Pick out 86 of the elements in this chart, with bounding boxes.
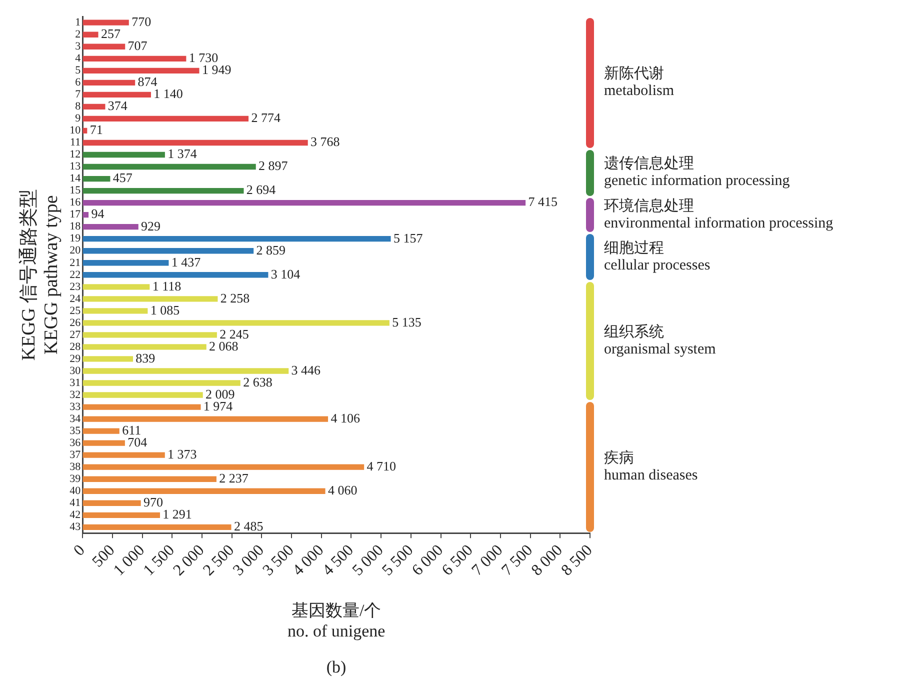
y-tick-label: 7 bbox=[75, 88, 82, 101]
y-tick-label: 38 bbox=[70, 460, 82, 473]
y-tick-label: 40 bbox=[70, 485, 82, 498]
data-label: 2 774 bbox=[251, 110, 281, 126]
y-tick-label: 30 bbox=[70, 364, 82, 377]
y-tick-label: 14 bbox=[70, 172, 82, 185]
data-label: 257 bbox=[100, 26, 121, 42]
y-tick-label: 17 bbox=[70, 208, 82, 221]
y-tick-label: 42 bbox=[70, 509, 81, 522]
y-tick-label: 1 bbox=[75, 16, 81, 28]
text: (b) bbox=[326, 657, 346, 676]
y-tick-label: 26 bbox=[70, 316, 82, 329]
data-label: 2 638 bbox=[243, 374, 272, 390]
y-tick-label: 36 bbox=[70, 436, 82, 449]
y-tick-label: 32 bbox=[70, 388, 81, 401]
data-label: 1 291 bbox=[162, 506, 192, 522]
y-tick-label: 16 bbox=[70, 196, 82, 209]
y-tick-label: 9 bbox=[75, 112, 82, 125]
data-label: 3 768 bbox=[310, 134, 340, 150]
data-label: 94 bbox=[91, 206, 105, 222]
text: 遗传信息处理 genetic information processing bbox=[604, 155, 790, 190]
data-label: 1 374 bbox=[168, 146, 198, 162]
y-tick-label: 6 bbox=[75, 76, 82, 89]
data-label: 970 bbox=[144, 494, 164, 510]
y-tick-label: 10 bbox=[70, 124, 82, 137]
y-tick-label: 15 bbox=[70, 184, 82, 197]
y-tick-label: 4 bbox=[75, 52, 82, 65]
data-label: 1 118 bbox=[152, 278, 182, 294]
y-tick-label: 29 bbox=[70, 352, 82, 365]
data-label: 374 bbox=[108, 98, 128, 114]
data-label: 2 485 bbox=[234, 518, 264, 534]
data-label: 2 694 bbox=[246, 182, 276, 198]
data-label: 2 859 bbox=[256, 242, 286, 258]
data-label: 7 415 bbox=[528, 194, 558, 210]
data-label: 707 bbox=[128, 38, 148, 54]
data-label: 839 bbox=[136, 350, 156, 366]
y-tick-label: 35 bbox=[70, 424, 82, 437]
y-tick-label: 3 bbox=[75, 40, 82, 53]
y-tick-label: 41 bbox=[70, 497, 81, 510]
y-tick-label: 25 bbox=[70, 304, 82, 317]
y-tick-label: 31 bbox=[70, 376, 81, 389]
y-tick-label: 33 bbox=[70, 400, 82, 413]
data-label: 5 157 bbox=[393, 230, 424, 246]
y-tick-label: 20 bbox=[70, 244, 82, 257]
data-label: 5 135 bbox=[392, 314, 422, 330]
y-tick-label: 23 bbox=[70, 280, 82, 293]
y-tick-label: 37 bbox=[70, 448, 82, 461]
data-label: 3 446 bbox=[291, 362, 322, 378]
data-label: 457 bbox=[112, 170, 133, 186]
text: 疾病 human diseases bbox=[604, 450, 698, 484]
text: 组织系统 organismal system bbox=[604, 323, 716, 358]
data-label: 929 bbox=[141, 218, 161, 234]
y-tick-label: 12 bbox=[70, 148, 81, 161]
y-tick-label: 43 bbox=[70, 521, 82, 534]
y-tick-label: 18 bbox=[70, 220, 82, 233]
data-label: 4 106 bbox=[330, 410, 360, 426]
y-tick-label: 21 bbox=[70, 256, 81, 269]
x-tick-label: 0 bbox=[70, 542, 88, 560]
y-axis-title: KEGG 信号通路类型 KEGG pathway type bbox=[18, 189, 62, 361]
y-tick-label: 19 bbox=[70, 232, 82, 245]
y-tick-label: 27 bbox=[70, 328, 82, 341]
data-label: 1 373 bbox=[168, 446, 197, 462]
data-label: 2 897 bbox=[258, 158, 288, 174]
y-tick-label: 5 bbox=[75, 64, 82, 77]
y-tick-label: 2 bbox=[75, 28, 81, 41]
data-label: 1 085 bbox=[150, 302, 180, 318]
data-label: 4 710 bbox=[366, 458, 396, 474]
y-tick-label: 11 bbox=[70, 136, 81, 149]
y-tick-label: 13 bbox=[70, 160, 82, 173]
text: 新陈代谢 metabolism bbox=[604, 65, 674, 100]
data-label: 71 bbox=[90, 122, 103, 138]
data-label: 4 060 bbox=[328, 482, 358, 498]
y-tick-label: 22 bbox=[70, 268, 81, 281]
y-tick-label: 8 bbox=[75, 100, 82, 113]
data-label: 3 104 bbox=[270, 266, 301, 282]
x-axis-title: 基因数量/个 no. of unigene bbox=[287, 600, 386, 640]
y-tick-label: 39 bbox=[70, 473, 82, 485]
y-tick-label: 34 bbox=[70, 412, 82, 425]
data-label: 1 437 bbox=[171, 254, 202, 270]
y-tick-label: 24 bbox=[70, 292, 82, 305]
data-label: 770 bbox=[132, 14, 152, 30]
text: 细胞过程 cellular processes bbox=[604, 239, 710, 274]
data-label: 2 258 bbox=[220, 290, 250, 306]
y-tick-label: 28 bbox=[70, 340, 82, 353]
data-label: 2 237 bbox=[219, 470, 249, 486]
text: 环境信息处理 environmental information processing bbox=[604, 197, 834, 232]
